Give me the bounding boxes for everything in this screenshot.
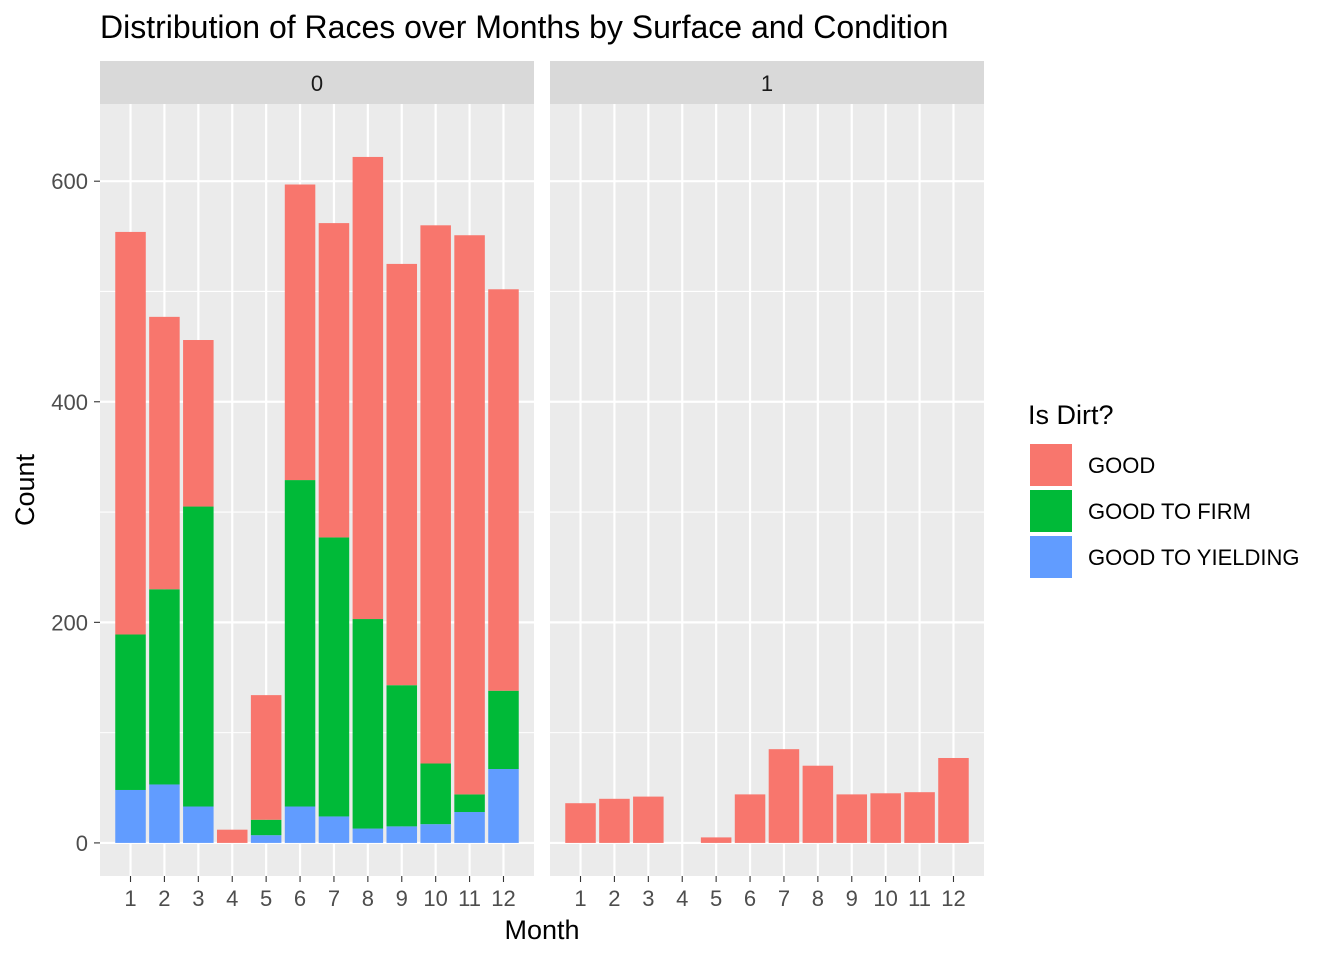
bar-good — [599, 798, 630, 843]
y-axis-title: Count — [10, 453, 40, 526]
bar-good-to-yielding — [115, 789, 146, 843]
panel-background — [550, 104, 984, 876]
bar-good-to-firm — [488, 690, 519, 770]
legend-label: GOOD — [1088, 453, 1155, 478]
bar-good-to-firm — [115, 634, 146, 790]
bar-good-to-firm — [420, 763, 451, 825]
x-tick-label: 11 — [908, 886, 931, 911]
bar-good-to-yielding — [454, 812, 485, 843]
facet-strip — [550, 61, 984, 104]
bar-good — [768, 749, 800, 843]
bar-good — [802, 765, 834, 843]
x-tick-label: 2 — [158, 886, 170, 911]
bar-good — [633, 796, 664, 843]
x-tick-label: 9 — [846, 886, 858, 911]
bar-good-to-yielding — [318, 816, 350, 843]
bar-good — [938, 757, 969, 843]
bar-good-to-yielding — [420, 824, 451, 843]
bar-good-to-yielding — [149, 784, 180, 843]
bar-good-to-firm — [183, 506, 214, 807]
y-tick-label: 600 — [51, 169, 88, 194]
x-tick-label: 7 — [778, 886, 790, 911]
x-axis-title: Month — [504, 915, 579, 945]
bar-good — [488, 289, 519, 691]
bar-good-to-firm — [352, 619, 384, 829]
x-tick-label: 5 — [710, 886, 722, 911]
bar-good-to-firm — [454, 794, 485, 813]
x-tick-label: 6 — [294, 886, 306, 911]
bar-good — [904, 792, 935, 843]
legend-label: GOOD TO FIRM — [1088, 499, 1251, 524]
bar-good-to-firm — [284, 480, 316, 807]
x-tick-label: 12 — [941, 886, 965, 911]
x-tick-label: 11 — [458, 886, 481, 911]
bar-good-to-yielding — [183, 806, 214, 843]
x-tick-label: 1 — [124, 886, 136, 911]
bar-good-to-yielding — [386, 826, 418, 843]
chart-title: Distribution of Races over Months by Sur… — [100, 9, 948, 45]
x-tick-label: 3 — [642, 886, 654, 911]
legend: Is Dirt? GOOD GOOD TO FIRM GOOD TO YIELDIN… — [1028, 400, 1300, 578]
x-tick-label: 8 — [812, 886, 824, 911]
facet-strip — [100, 61, 534, 104]
bar-good — [216, 829, 248, 843]
x-tick-label: 10 — [423, 886, 447, 911]
bar-good-to-firm — [318, 537, 350, 817]
bar-good — [183, 340, 214, 507]
bar-good-to-yielding — [488, 769, 519, 843]
legend-key-good-to-firm — [1030, 490, 1072, 532]
legend-key-good — [1030, 444, 1072, 486]
bar-good — [149, 316, 180, 590]
bar-good — [352, 156, 384, 620]
x-tick-label: 5 — [260, 886, 272, 911]
x-tick-label: 8 — [362, 886, 374, 911]
bar-good — [115, 231, 146, 635]
x-tick-label: 1 — [574, 886, 586, 911]
x-tick-label: 4 — [226, 886, 238, 911]
x-tick-label: 6 — [744, 886, 756, 911]
bar-good-to-firm — [386, 685, 418, 827]
bar-good — [700, 837, 732, 843]
x-tick-label: 2 — [608, 886, 620, 911]
bar-good-to-firm — [149, 589, 180, 785]
bar-good — [284, 184, 316, 481]
bar-good — [420, 225, 451, 764]
bar-good — [870, 793, 901, 843]
bar-good — [565, 803, 596, 843]
bar-good-to-firm — [250, 819, 282, 836]
bar-good-to-yielding — [284, 806, 316, 843]
bar-good — [250, 695, 282, 820]
bar-good — [734, 794, 766, 843]
legend-title: Is Dirt? — [1028, 400, 1114, 430]
bar-good — [454, 235, 485, 795]
facet-strip-label: 0 — [311, 71, 323, 96]
legend-key-good-to-yielding — [1030, 536, 1072, 578]
x-tick-label: 10 — [873, 886, 897, 911]
bar-good — [836, 794, 868, 843]
y-tick-label: 400 — [51, 390, 88, 415]
bar-good — [386, 263, 418, 686]
y-tick-label: 200 — [51, 610, 88, 635]
x-tick-label: 9 — [396, 886, 408, 911]
x-tick-label: 12 — [491, 886, 515, 911]
legend-label: GOOD TO YIELDING — [1088, 545, 1300, 570]
x-tick-label: 3 — [192, 886, 204, 911]
facet-strip-label: 1 — [761, 71, 773, 96]
x-tick-label: 7 — [328, 886, 340, 911]
bar-good-to-yielding — [352, 828, 384, 843]
bar-good-to-yielding — [250, 835, 282, 843]
y-tick-label: 0 — [76, 831, 88, 856]
x-tick-label: 4 — [676, 886, 688, 911]
bar-good — [318, 223, 350, 538]
